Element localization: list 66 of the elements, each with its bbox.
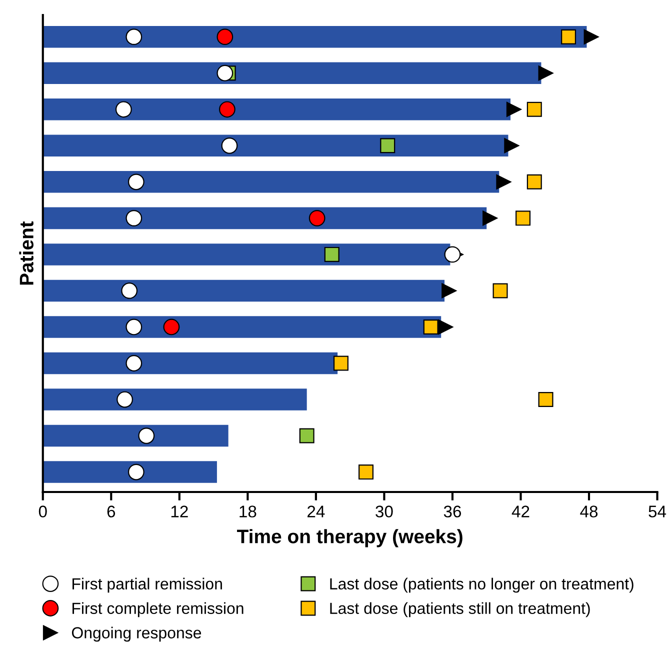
- bar: [42, 461, 217, 483]
- x-axis-title: Time on therapy (weeks): [237, 529, 462, 548]
- point: [308, 210, 326, 226]
- x-tick-label: 54: [648, 506, 666, 518]
- bar: [42, 98, 510, 120]
- bar: [42, 26, 587, 48]
- x-tick-label: 36: [444, 506, 462, 518]
- point: [126, 355, 142, 372]
- x-tick-label: 6: [107, 506, 116, 518]
- point: [216, 28, 234, 46]
- bar: [42, 134, 508, 157]
- x-tick-label: 24: [308, 506, 325, 518]
- point: [138, 428, 155, 444]
- y-axis-title: Patient: [19, 221, 34, 285]
- point: [438, 319, 454, 334]
- point: [219, 101, 236, 118]
- x-tick-label: 18: [240, 506, 256, 518]
- point: [128, 174, 144, 190]
- point: [299, 428, 314, 444]
- point: [116, 391, 133, 408]
- point: [526, 102, 542, 117]
- point: [126, 28, 142, 46]
- point: [442, 283, 457, 298]
- point: [121, 282, 138, 299]
- bar: [42, 352, 338, 374]
- bar: [42, 207, 487, 230]
- bar: [42, 171, 500, 193]
- x-tick-label: 12: [171, 506, 188, 518]
- point: [516, 210, 531, 226]
- point: [538, 392, 554, 408]
- point: [358, 464, 374, 480]
- point: [482, 210, 498, 226]
- legend-label: Last dose (patients no longer on treatment): [330, 578, 634, 593]
- bar: [42, 316, 442, 338]
- point: [128, 464, 144, 480]
- point: [506, 102, 522, 117]
- point: [526, 174, 542, 190]
- point: [423, 319, 438, 334]
- point: [380, 138, 396, 154]
- point: [163, 318, 180, 336]
- point: [538, 66, 554, 81]
- point: [324, 246, 340, 262]
- bar: [42, 388, 307, 410]
- legend-label: First complete remission: [72, 602, 244, 618]
- point: [504, 138, 520, 154]
- x-tick-label: 30: [376, 506, 393, 518]
- x-tick-label: 48: [580, 506, 598, 518]
- point: [115, 101, 132, 118]
- point: [584, 29, 599, 44]
- bar: [42, 280, 445, 302]
- point: [126, 318, 142, 336]
- legend-label: Last dose (patients still on treatment): [330, 602, 590, 618]
- legend-label: Ongoing response: [72, 626, 202, 642]
- x-tick-label: 42: [512, 506, 530, 518]
- point: [496, 174, 512, 190]
- point: [333, 356, 348, 371]
- point: [444, 246, 461, 263]
- point: [216, 64, 234, 82]
- bar: [42, 424, 228, 447]
- point: [492, 283, 508, 298]
- point: [221, 137, 238, 154]
- legend-label: First partial remission: [72, 578, 222, 593]
- point: [126, 210, 142, 226]
- bar: [42, 62, 542, 84]
- point: [561, 29, 576, 44]
- x-tick-label: 0: [38, 506, 47, 518]
